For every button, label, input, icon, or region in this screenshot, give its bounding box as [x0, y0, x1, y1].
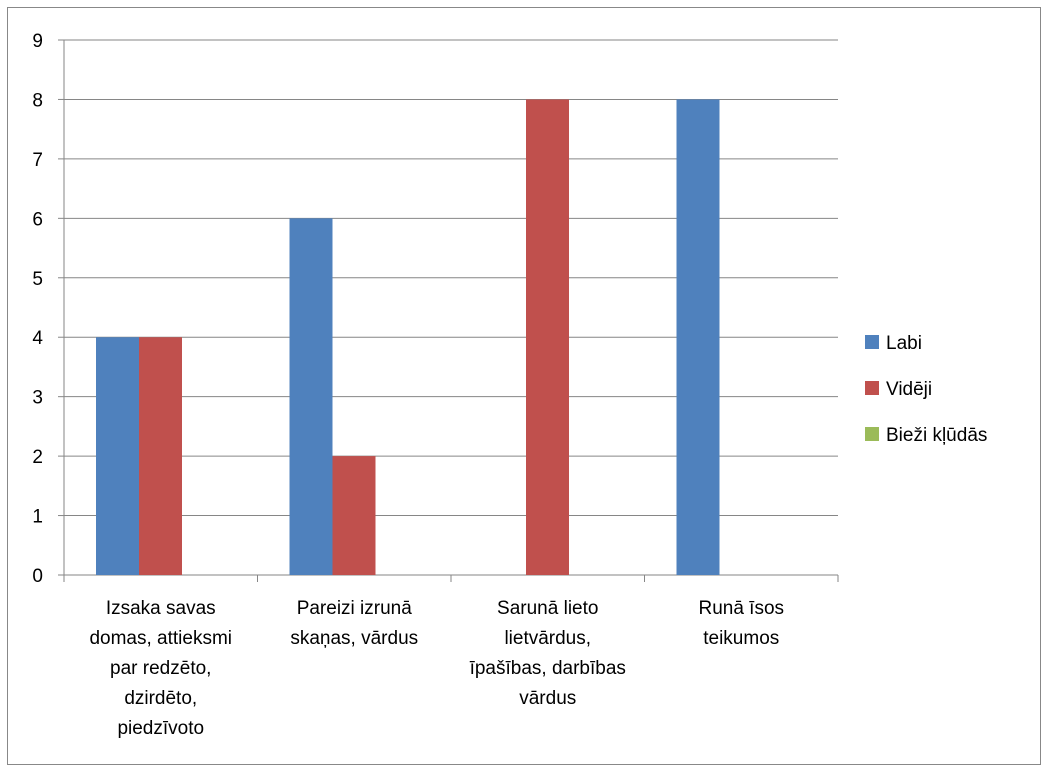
y-tick-label: 4 — [32, 328, 43, 349]
x-category-label-line: īpašības, darbības — [470, 658, 626, 679]
x-category-label-line: Pareizi izrunā — [297, 598, 413, 619]
legend-swatch — [865, 427, 879, 441]
y-tick-label: 9 — [32, 31, 43, 52]
x-category-label-line: dzirdēto, — [124, 688, 197, 709]
y-tick-label: 0 — [32, 566, 43, 587]
x-category-label: Izsaka savas domas, attieksmi par redzēto,… — [89, 598, 232, 739]
y-tick-label: 6 — [32, 209, 43, 230]
x-category-label-line: Sarunā lieto — [497, 598, 598, 619]
bar-vid-ji — [526, 99, 569, 575]
x-category-label-line: teikumos — [703, 628, 779, 649]
x-category-label-line: vārdus — [519, 688, 576, 709]
x-category-label-line: Izsaka savas — [106, 598, 216, 619]
x-category-label-line: par redzēto, — [110, 658, 211, 679]
y-tick-label: 7 — [32, 150, 43, 171]
x-category-label-line: lietvārdus, — [504, 628, 591, 649]
legend-swatch — [865, 335, 879, 349]
x-category-label: Runā īsos teikumos — [698, 598, 784, 649]
y-tick-label: 1 — [32, 507, 43, 528]
x-category-label: Sarunā lieto lietvārdus, īpašības, darbība… — [470, 598, 626, 709]
legend-swatch — [865, 381, 879, 395]
bar-labi — [676, 99, 720, 575]
y-tick-label: 5 — [32, 269, 43, 290]
x-category-label-line: skaņas, vārdus — [290, 628, 418, 649]
y-tick-label: 8 — [32, 90, 43, 111]
x-category-label-line: piedzīvoto — [117, 718, 204, 739]
bar-vid-ji — [332, 456, 376, 575]
bar-labi — [289, 218, 333, 576]
y-tick-label: 3 — [32, 388, 43, 409]
bar-labi — [96, 337, 139, 575]
bar-vid-ji — [139, 337, 182, 575]
x-category-label-line: domas, attieksmi — [89, 628, 232, 649]
x-category-label: Pareizi izrunā skaņas, vārdus — [290, 598, 418, 649]
x-category-label-line: Runā īsos — [698, 598, 784, 619]
legend-label: Bieži kļūdās — [886, 425, 987, 446]
legend-label: Vidēji — [886, 379, 932, 400]
legend-label: Labi — [886, 333, 922, 354]
y-tick-label: 2 — [32, 447, 43, 468]
